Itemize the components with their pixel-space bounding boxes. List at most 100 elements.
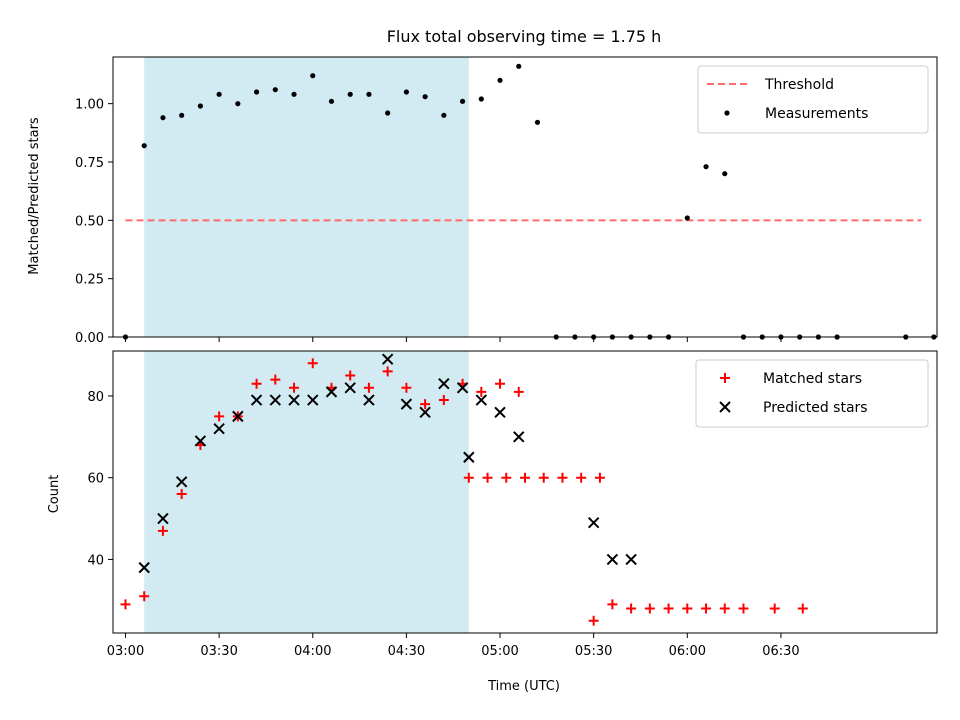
measurement-point	[291, 91, 297, 97]
measurement-point	[459, 98, 466, 104]
legend-label: Threshold	[764, 77, 834, 93]
top-y-axis-label: Matched/Predicted stars	[27, 117, 42, 275]
matched-stars-point	[513, 386, 524, 397]
predicted-stars-point	[381, 353, 394, 365]
matched-stars-point	[738, 603, 749, 614]
measurement-point	[216, 91, 222, 97]
y-tick-label: 40	[87, 553, 104, 568]
predicted-stars-point	[175, 476, 188, 488]
x-tick-label: 04:30	[388, 644, 425, 659]
x-tick-label: 05:00	[481, 644, 518, 659]
measurement-point	[497, 77, 503, 83]
predicted-stars-point	[494, 406, 506, 419]
predicted-stars-point	[288, 394, 300, 406]
bottom-panel: 40 60 80 03:00 03:30 04:00 04:30 05:00 05:30 06:0…	[87, 350, 938, 659]
bottom-y-axis-label: Count	[47, 475, 62, 514]
measurement-point	[422, 94, 428, 100]
predicted-stars-point	[513, 431, 525, 443]
matched-stars-point	[538, 472, 549, 483]
measurement-point	[310, 73, 316, 79]
x-tick-label: 05:30	[575, 644, 612, 659]
bottom-legend: Matched stars Predicted stars	[695, 359, 929, 428]
predicted-stars-point	[344, 382, 356, 394]
matched-stars-point	[719, 603, 730, 614]
measurement-point	[684, 215, 690, 221]
matched-stars-point	[251, 378, 262, 389]
legend-box	[697, 65, 929, 134]
matched-stars-point	[576, 472, 587, 483]
measurement-point	[703, 164, 709, 170]
matched-stars-point	[501, 472, 512, 483]
predicted-stars-point	[194, 435, 207, 447]
legend-label: Predicted stars	[763, 400, 868, 416]
predicted-stars-point	[463, 451, 475, 463]
legend-label: Matched stars	[763, 371, 862, 387]
top-panel: 0.00 0.25 0.50 0.75 1.00 Threshold Measurement…	[75, 56, 938, 346]
y-tick-label: 0.75	[75, 156, 104, 171]
measurement-point	[534, 119, 541, 125]
x-axis-label: Time (UTC)	[487, 679, 560, 694]
measurement-point	[253, 89, 260, 95]
matched-stars-point	[557, 472, 568, 483]
predicted-stars-point	[250, 394, 263, 406]
predicted-stars-point	[363, 394, 375, 406]
measurement-point	[328, 98, 335, 104]
measurement-point	[141, 143, 147, 149]
plot-frame	[112, 350, 938, 634]
matched-stars-point	[663, 603, 674, 614]
matched-stars-point	[769, 603, 780, 614]
measurement-point	[722, 171, 728, 177]
predicted-stars-point	[157, 512, 169, 525]
y-tick-label: 0.50	[75, 214, 104, 229]
matched-stars-point	[157, 525, 168, 536]
matched-stars-point	[401, 382, 412, 393]
legend-predicted-swatch	[719, 401, 731, 413]
matched-stars-point	[214, 411, 225, 422]
matched-stars-point	[797, 603, 808, 614]
matched-stars-point	[345, 370, 356, 381]
y-tick-label: 0.25	[75, 273, 104, 288]
measurement-point	[179, 112, 185, 118]
predicted-stars-point	[475, 394, 488, 406]
matched-stars-point	[607, 599, 618, 610]
matched-stars-point	[270, 374, 281, 385]
predicted-stars-point	[213, 422, 225, 435]
matched-stars-point	[482, 472, 493, 483]
y-tick-label: 0.00	[75, 331, 104, 346]
predicted-stars-point	[307, 394, 319, 406]
measurement-point	[272, 87, 278, 93]
measurement-point	[197, 103, 203, 109]
matched-stars-point	[626, 603, 637, 614]
measurement-point	[160, 115, 166, 121]
matched-stars-point	[495, 378, 506, 389]
predicted-stars-point	[587, 516, 600, 529]
predicted-stars-point	[419, 406, 431, 419]
matched-stars-point	[307, 358, 318, 369]
legend-measurement-swatch	[724, 110, 730, 116]
measurement-point	[478, 96, 484, 102]
top-legend: Threshold Measurements	[697, 65, 929, 134]
predicted-stars-point	[625, 553, 637, 566]
legend-matched-swatch	[720, 373, 730, 383]
measurement-point	[441, 112, 447, 118]
chart-title: Flux total observing time = 1.75 h	[387, 27, 662, 46]
matched-stars-point	[289, 382, 300, 393]
matched-stars-point	[476, 386, 487, 397]
predicted-stars-point	[400, 398, 413, 410]
matched-stars-point	[588, 615, 599, 626]
matched-stars-point	[463, 472, 474, 483]
measurement-point	[366, 91, 372, 97]
matched-stars-point	[520, 472, 530, 483]
measurement-point	[385, 110, 391, 116]
matched-stars-point	[644, 603, 655, 614]
y-tick-label: 80	[87, 390, 104, 405]
matched-stars-point	[438, 395, 449, 406]
y-tick-label: 1.00	[75, 98, 104, 113]
measurement-point	[403, 89, 409, 95]
measurement-point	[347, 91, 353, 97]
x-tick-label: 04:00	[294, 644, 331, 659]
matched-stars-point	[594, 472, 605, 483]
measurement-point	[235, 101, 241, 107]
predicted-stars-point	[606, 553, 619, 566]
